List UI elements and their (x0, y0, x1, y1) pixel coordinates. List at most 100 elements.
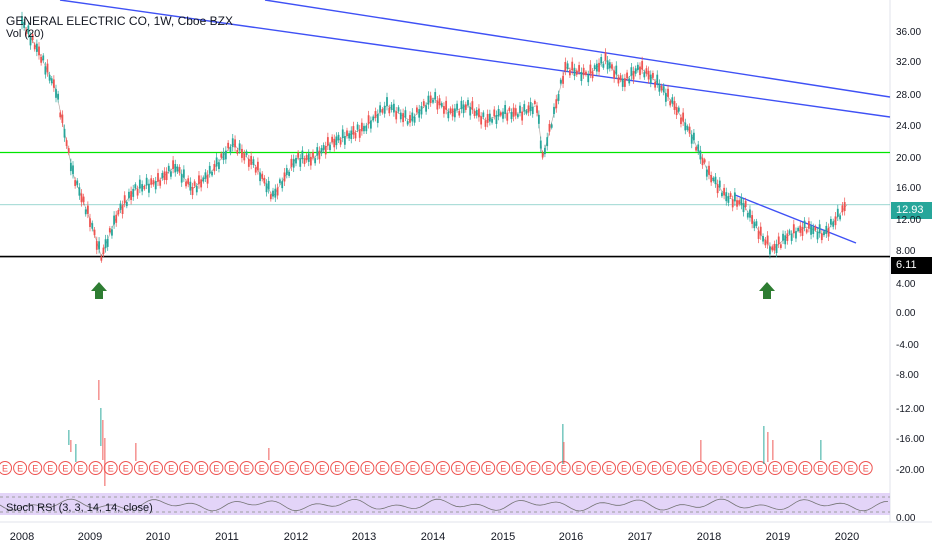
price-candle (176, 166, 179, 172)
price-candle (234, 139, 236, 148)
price-candle (231, 138, 234, 148)
price-candle (834, 216, 837, 226)
price-candle (762, 236, 764, 242)
earnings-marker-label: E (712, 464, 718, 474)
price-candle (645, 68, 648, 74)
price-candle (418, 109, 421, 118)
earnings-marker-circle (813, 461, 828, 475)
price-candle (38, 46, 40, 56)
earnings-marker-label: E (863, 464, 869, 474)
volume-bar (268, 448, 270, 460)
price-candle (660, 85, 663, 91)
price-candle (165, 171, 168, 181)
price-candle (812, 227, 815, 234)
earnings-marker-circle (13, 461, 28, 475)
earnings-marker-label: E (213, 464, 219, 474)
earnings-marker: E (360, 461, 375, 475)
price-candle (185, 181, 187, 187)
volume-bar (70, 440, 72, 452)
y-tick-label: 4.00 (896, 279, 916, 290)
price-candle (104, 239, 107, 249)
price-candle (191, 186, 194, 196)
price-candle (263, 177, 266, 184)
price-candle (360, 122, 363, 132)
earnings-marker-circle (420, 461, 435, 475)
earnings-marker: E (692, 461, 707, 475)
price-candle (393, 103, 395, 113)
earnings-marker-label: E (289, 464, 295, 474)
price-candle (447, 111, 450, 119)
earnings-marker: E (843, 461, 858, 475)
price-candle (502, 111, 504, 119)
earnings-marker-label: E (606, 464, 612, 474)
earnings-marker: E (133, 461, 148, 475)
price-candle (23, 21, 26, 28)
earnings-marker: E (330, 461, 345, 475)
price-candle (265, 183, 268, 193)
earnings-marker-label: E (470, 464, 476, 474)
price-candle (367, 115, 370, 125)
price-candle (113, 215, 115, 225)
price-candle (213, 164, 216, 172)
price-candle (634, 68, 637, 74)
price-candle (695, 147, 697, 151)
price-candle (356, 124, 359, 130)
earnings-marker-label: E (651, 464, 657, 474)
price-candle (733, 192, 736, 202)
price-candle (341, 129, 344, 138)
earnings-marker-label: E (123, 464, 129, 474)
price-candle (749, 209, 751, 218)
earnings-marker: E (813, 461, 828, 475)
price-candle (467, 100, 469, 106)
price-candle (516, 114, 519, 118)
earnings-marker: E (858, 461, 873, 475)
earnings-marker: E (451, 461, 465, 475)
price-candle (475, 109, 478, 116)
y-tick-label: 32.00 (896, 57, 922, 68)
price-candle (641, 61, 644, 70)
y-tick-label: -20.00 (896, 465, 925, 476)
price-candle (803, 220, 806, 228)
volume-legend: Vol (20) (6, 28, 44, 40)
volume-bar (700, 440, 702, 462)
price-candle (771, 246, 774, 251)
last-price-badge: 12.93 (891, 202, 932, 219)
price-candle (512, 107, 515, 117)
price-candle (654, 81, 656, 88)
earnings-marker: E (662, 461, 677, 475)
price-candle (569, 70, 571, 76)
price-candle (307, 153, 310, 162)
price-candle (292, 158, 295, 168)
price-candle (690, 134, 693, 144)
price-candle (333, 138, 336, 148)
price-candle (247, 158, 250, 167)
earnings-marker-circle (451, 461, 465, 475)
price-candle (91, 223, 94, 229)
price-candle (727, 196, 730, 203)
earnings-marker-circle (677, 461, 692, 475)
volume-bar (563, 442, 565, 464)
earnings-marker-circle (617, 461, 632, 475)
earnings-marker-label: E (228, 464, 234, 474)
earnings-marker: E (103, 461, 118, 475)
price-candle (647, 70, 650, 80)
earnings-marker: E (466, 461, 481, 475)
price-candle (777, 236, 780, 245)
price-candle (229, 146, 232, 153)
earnings-marker-circle (571, 461, 586, 475)
earnings-marker: E (58, 461, 73, 475)
earnings-marker: E (737, 461, 752, 475)
earnings-marker-label: E (183, 464, 189, 474)
price-candle (729, 193, 732, 197)
earnings-marker: E (602, 461, 616, 475)
price-candle (797, 227, 800, 231)
price-candle (269, 194, 272, 200)
price-candle (716, 184, 719, 194)
price-candle (339, 139, 342, 145)
price-candle (519, 105, 521, 113)
price-candle (453, 108, 456, 118)
price-candle (784, 235, 787, 245)
x-tick-label: 2014 (420, 531, 446, 543)
price-candle (527, 105, 530, 113)
